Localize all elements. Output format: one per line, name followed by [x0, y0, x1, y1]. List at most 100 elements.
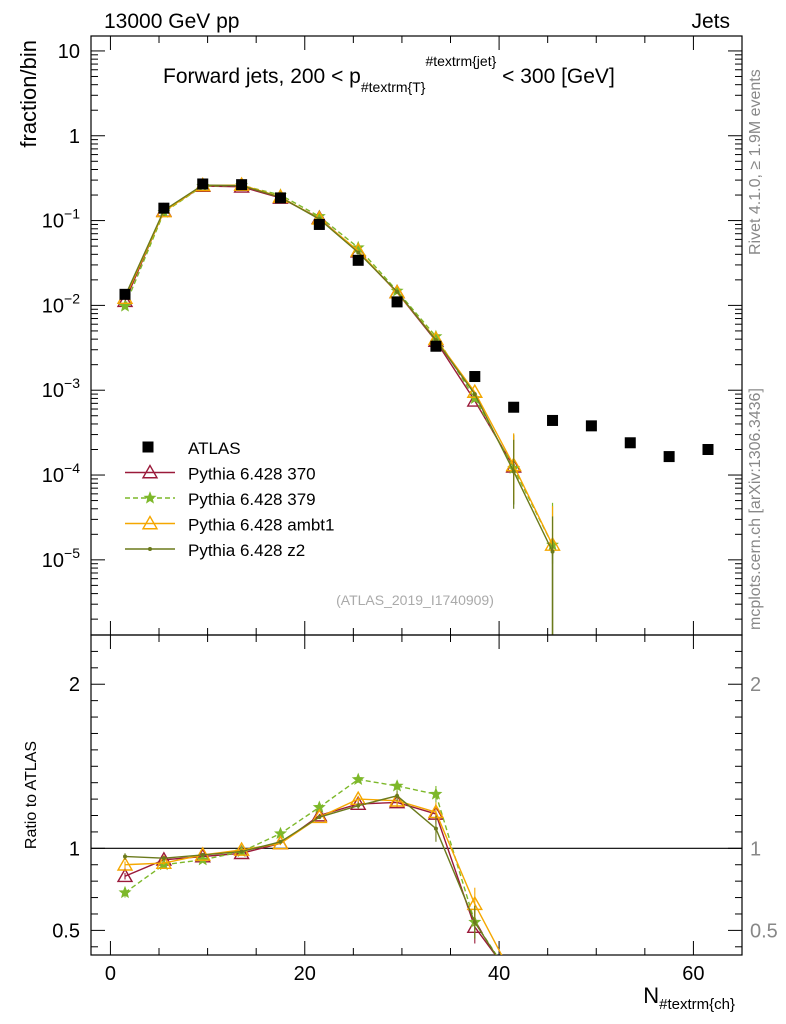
main-y-tick-label-base: 10: [42, 211, 64, 233]
main-y-tick-label-exponent: −5: [64, 545, 80, 561]
legend-item-0: Pythia 6.428 370: [125, 464, 316, 484]
main-y-tick-label-exponent: −4: [64, 460, 80, 476]
ratio-point: [429, 787, 443, 800]
ratio-point: [155, 854, 173, 870]
main-y-tick-label-base: 10: [42, 380, 64, 402]
x-tick-label: 0: [105, 963, 116, 985]
main-y-tick-label: 1: [69, 126, 80, 148]
ratio-series-3: [123, 790, 497, 955]
ratio-y-tick-label: 1: [69, 838, 80, 860]
ratio-panel: 0.5 0.5 1 1 2 2 0 20 40 60 Ratio to ATLAS: [23, 634, 778, 985]
ratio-point: [118, 885, 132, 899]
atlas-data-point: [158, 202, 170, 214]
main-y-tick-label: 10−4: [42, 460, 80, 487]
mc-point: [466, 383, 484, 399]
ratio-y-tick-label-right: 0.5: [750, 920, 778, 942]
atlas-data-point: [702, 443, 714, 455]
atlas-data-point: [119, 288, 131, 300]
ratio-point: [278, 839, 283, 844]
ratio-point: [196, 852, 210, 866]
ratio-point: [317, 815, 322, 820]
x-tick-label: 60: [682, 963, 704, 985]
ratio-series-2: [116, 790, 503, 955]
atlas-data-point: [663, 451, 675, 463]
mc-series-2: [116, 176, 561, 551]
rivet-label: Rivet 4.1.0, ≥ 1.9M events: [747, 69, 764, 255]
atlas-data-points: [119, 178, 714, 463]
ratio-point: [390, 779, 404, 792]
atlas-data-point: [430, 340, 442, 352]
analysis-watermark: (ATLAS_2019_I1740909): [336, 592, 494, 608]
ratio-point: [116, 856, 134, 871]
atlas-data-point: [236, 179, 248, 191]
legend-item-1: Pythia 6.428 379: [125, 490, 316, 509]
x-axis-label-subscript: #textrm{ch}: [659, 996, 735, 1013]
legend-label: Pythia 6.428 z2: [188, 541, 305, 560]
main-y-tick-label: 10−2: [42, 290, 80, 317]
plot-title-superscript: #textrm{jet}: [425, 53, 496, 69]
ratio-point: [388, 792, 406, 807]
main-y-tick-label: 10−1: [42, 206, 80, 233]
category-label: Jets: [691, 10, 730, 33]
main-y-tick-label-exponent: −2: [64, 290, 80, 306]
atlas-data-point: [624, 437, 636, 449]
ratio-series-line: [124, 801, 497, 955]
atlas-data-point: [547, 414, 559, 426]
main-y-tick-label-base: 10: [42, 550, 64, 572]
legend-item-2: Pythia 6.428 ambt1: [125, 515, 334, 535]
legend-marker: [143, 491, 157, 504]
main-y-tick-label-base: 10: [42, 465, 64, 487]
legend-marker-atlas: [142, 441, 154, 453]
main-y-axis-label: fraction/bin: [16, 40, 41, 148]
main-y-tick-label: 10−5: [42, 545, 80, 572]
x-tick-label: 20: [294, 963, 316, 985]
main-y-tick-label: 10: [58, 41, 80, 63]
ratio-point: [233, 841, 250, 856]
legend-label: Pythia 6.428 370: [188, 465, 316, 484]
ratio-y-tick-label: 0.5: [52, 920, 80, 942]
legend-marker: [141, 464, 159, 479]
x-tick-label: 40: [488, 963, 510, 985]
ratio-series-line: [124, 798, 503, 955]
ratio-point: [349, 795, 367, 810]
ratio-point: [123, 854, 128, 859]
atlas-data-point: [585, 420, 597, 432]
ratio-point: [161, 856, 166, 861]
main-y-tick-label-base: 10: [42, 295, 64, 317]
legend-marker: [148, 547, 152, 551]
ratio-point: [433, 826, 438, 831]
legend-item-3: Pythia 6.428 z2: [125, 541, 305, 560]
plot-title: Forward jets, 200 < p#textrm{T} #textrm{j…: [163, 53, 615, 95]
ratio-series-0: [116, 793, 497, 955]
atlas-data-point: [469, 371, 481, 383]
ratio-series-clipped: [116, 772, 503, 955]
legend-label: Pythia 6.428 ambt1: [188, 516, 334, 535]
legend-label: Pythia 6.428 379: [188, 490, 316, 509]
ratio-point: [311, 807, 328, 822]
energy-label: 13000 GeV pp: [104, 10, 239, 33]
header-labels: 13000 GeV pp Jets: [104, 10, 730, 33]
mc-point: [511, 469, 516, 474]
mc-point: [395, 289, 400, 294]
mc-point: [118, 299, 132, 312]
main-y-tick-label-exponent: −3: [64, 375, 80, 391]
ratio-point: [200, 852, 205, 857]
plot-title-subscript: #textrm{T}: [361, 79, 426, 95]
atlas-data-point: [197, 178, 209, 190]
main-x-ticks: [109, 36, 743, 635]
atlas-data-point: [352, 254, 364, 266]
legend-label-atlas: ATLAS: [188, 439, 241, 458]
ratio-y-tick-label-right: 1: [750, 838, 761, 860]
x-axis-label: N#textrm{ch}: [643, 983, 735, 1013]
ratio-point: [239, 849, 244, 854]
ratio-point: [356, 803, 361, 808]
ratio-plot-frame: [90, 634, 743, 956]
legend: ATLAS Pythia 6.428 370 Pythia 6.428 379 Pyt…: [125, 439, 334, 560]
ratio-x-axis: 0 20 40 60: [105, 635, 743, 985]
main-y-tick-label-base: 10: [58, 41, 80, 63]
mc-point: [472, 392, 477, 397]
plot-title-suffix: < 300 [GeV]: [496, 65, 615, 88]
